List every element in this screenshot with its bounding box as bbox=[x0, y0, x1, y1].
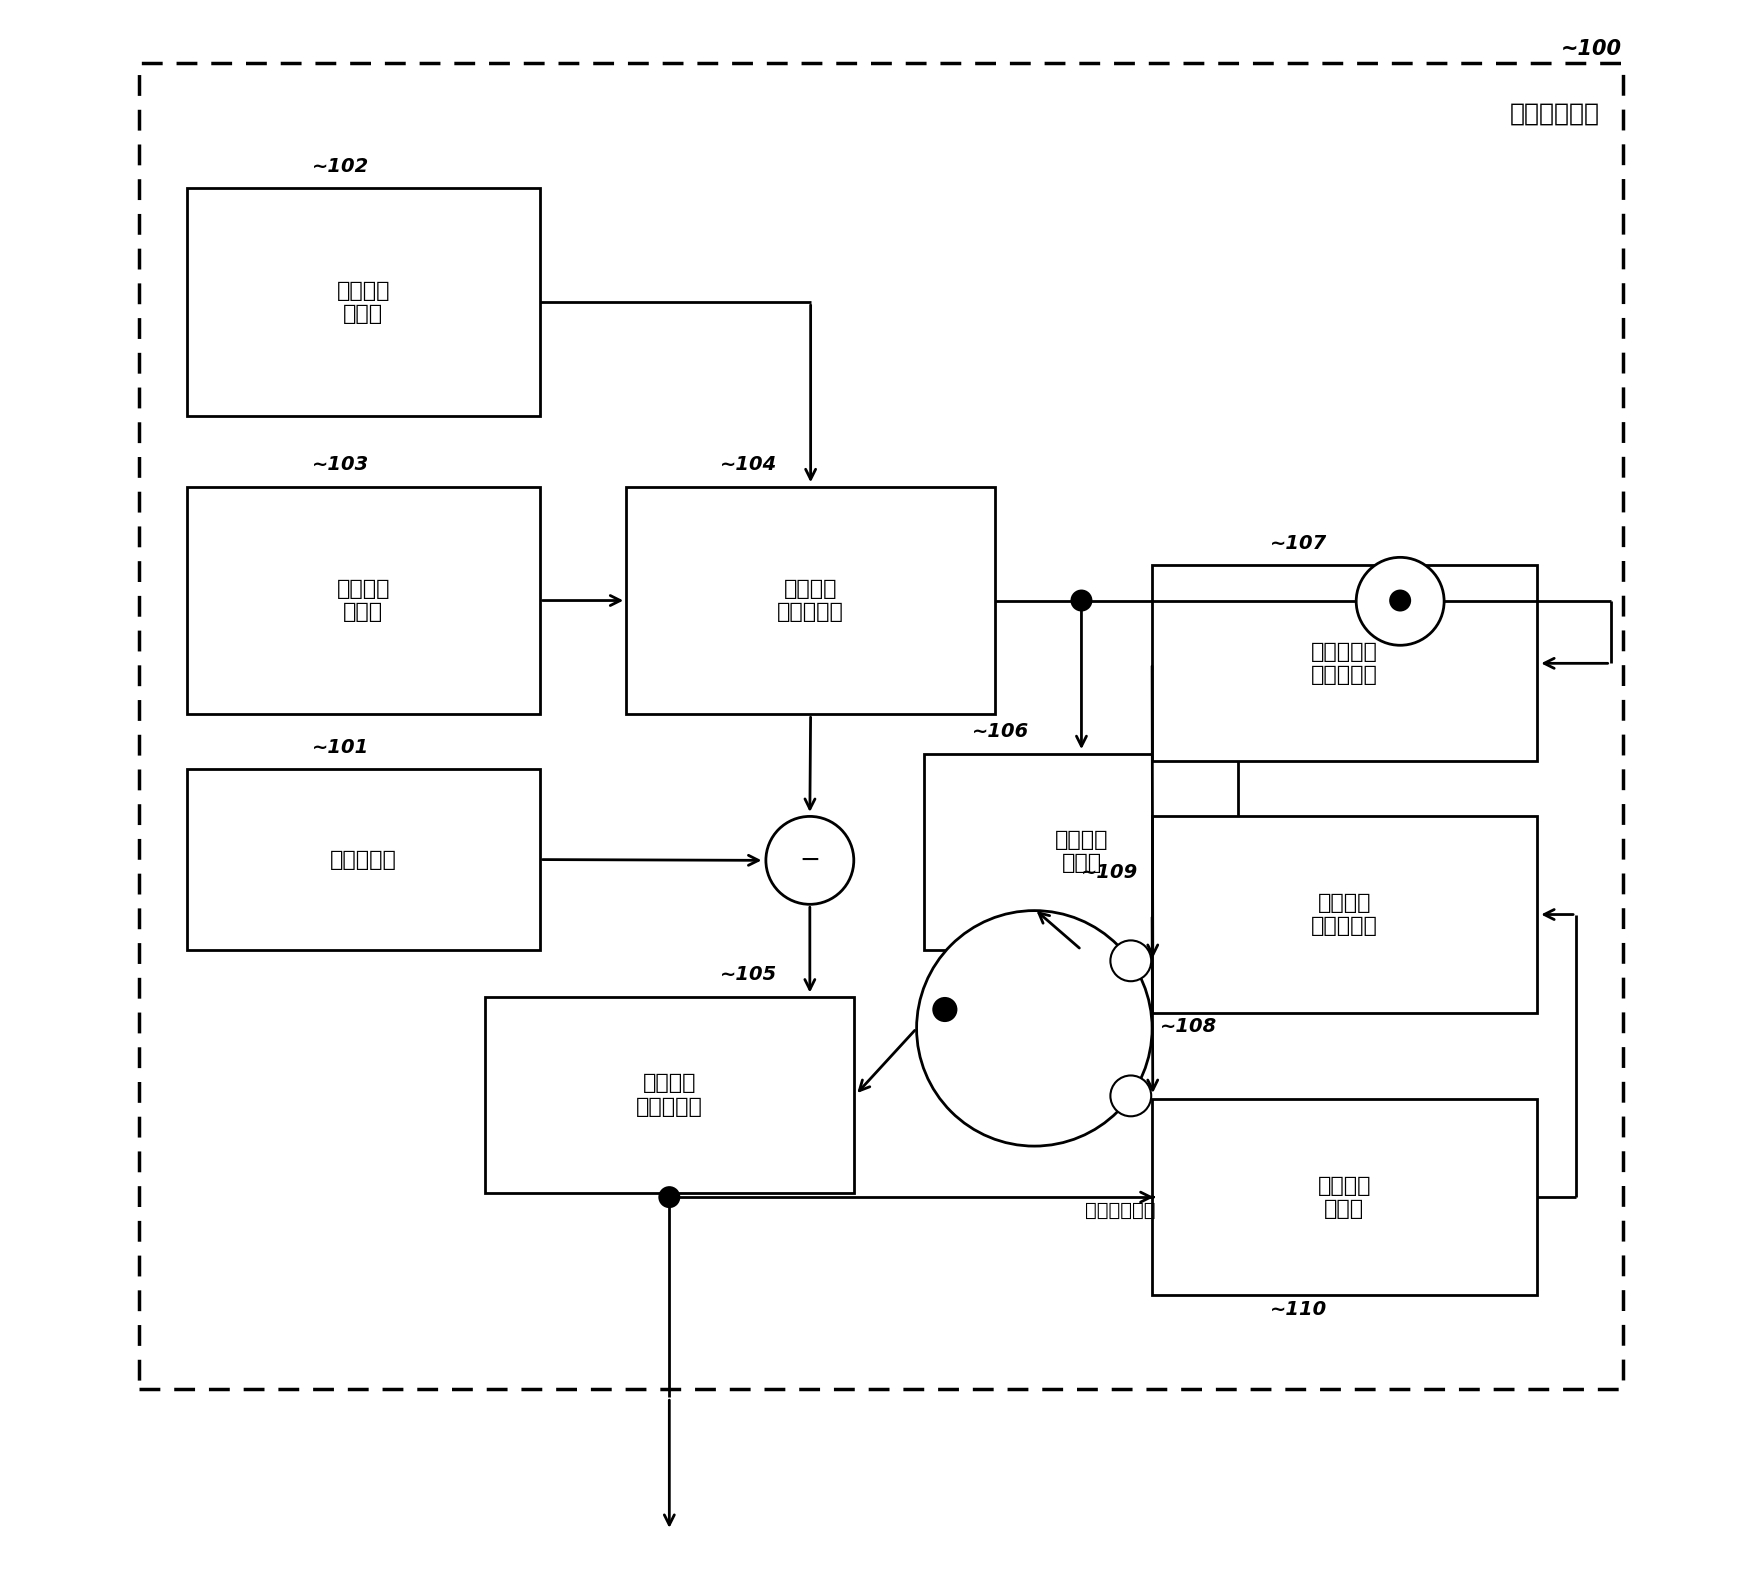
Text: +: + bbox=[1389, 589, 1410, 614]
Bar bbox=[1153, 816, 1537, 1013]
Text: ∼102: ∼102 bbox=[311, 157, 369, 176]
Text: ∼107: ∼107 bbox=[1269, 534, 1327, 553]
Circle shape bbox=[659, 1187, 680, 1209]
Text: ∼110: ∼110 bbox=[1269, 1300, 1327, 1319]
Text: ∼103: ∼103 bbox=[311, 455, 369, 474]
Text: 解码摄影机
图像存储器: 解码摄影机 图像存储器 bbox=[1311, 642, 1377, 685]
Text: ∼108: ∼108 bbox=[1160, 1017, 1217, 1036]
Bar bbox=[925, 754, 1238, 950]
Text: ~100: ~100 bbox=[1560, 39, 1621, 60]
Circle shape bbox=[932, 997, 958, 1022]
Circle shape bbox=[765, 816, 854, 904]
Circle shape bbox=[1071, 589, 1092, 612]
Text: 参照图像
设定部: 参照图像 设定部 bbox=[1054, 831, 1108, 873]
Bar bbox=[186, 487, 539, 714]
Text: ∼109: ∼109 bbox=[1082, 864, 1139, 882]
Bar bbox=[626, 487, 995, 714]
Circle shape bbox=[1111, 940, 1151, 981]
Bar bbox=[1153, 1099, 1537, 1295]
Bar bbox=[186, 188, 539, 416]
Text: 影像编码装置: 影像编码装置 bbox=[1509, 102, 1600, 126]
Text: 参照切换开关: 参照切换开关 bbox=[1085, 1201, 1156, 1220]
Text: 解码差分
图像存储器: 解码差分 图像存储器 bbox=[1311, 893, 1377, 936]
Text: ∼105: ∼105 bbox=[720, 966, 777, 984]
Bar bbox=[485, 997, 854, 1193]
Bar bbox=[186, 769, 539, 950]
Circle shape bbox=[1389, 589, 1410, 612]
Text: 视差信息
输入部: 视差信息 输入部 bbox=[336, 579, 390, 622]
Bar bbox=[1153, 565, 1537, 761]
Bar bbox=[139, 63, 1622, 1389]
Text: 参照图像
输入部: 参照图像 输入部 bbox=[336, 281, 390, 323]
Text: −: − bbox=[800, 848, 821, 873]
Text: 差分影像
解码部: 差分影像 解码部 bbox=[1318, 1176, 1370, 1218]
Text: 视差补偿
图像生成部: 视差补偿 图像生成部 bbox=[777, 579, 843, 622]
Text: 图像输入部: 图像输入部 bbox=[330, 849, 396, 870]
Text: ∼101: ∼101 bbox=[311, 738, 369, 757]
Circle shape bbox=[1356, 557, 1443, 645]
Text: ∼106: ∼106 bbox=[972, 722, 1029, 741]
Circle shape bbox=[916, 911, 1153, 1146]
Text: ∼104: ∼104 bbox=[720, 455, 777, 474]
Text: 差分影像
预测编码部: 差分影像 预测编码部 bbox=[636, 1074, 703, 1116]
Circle shape bbox=[1111, 1075, 1151, 1116]
